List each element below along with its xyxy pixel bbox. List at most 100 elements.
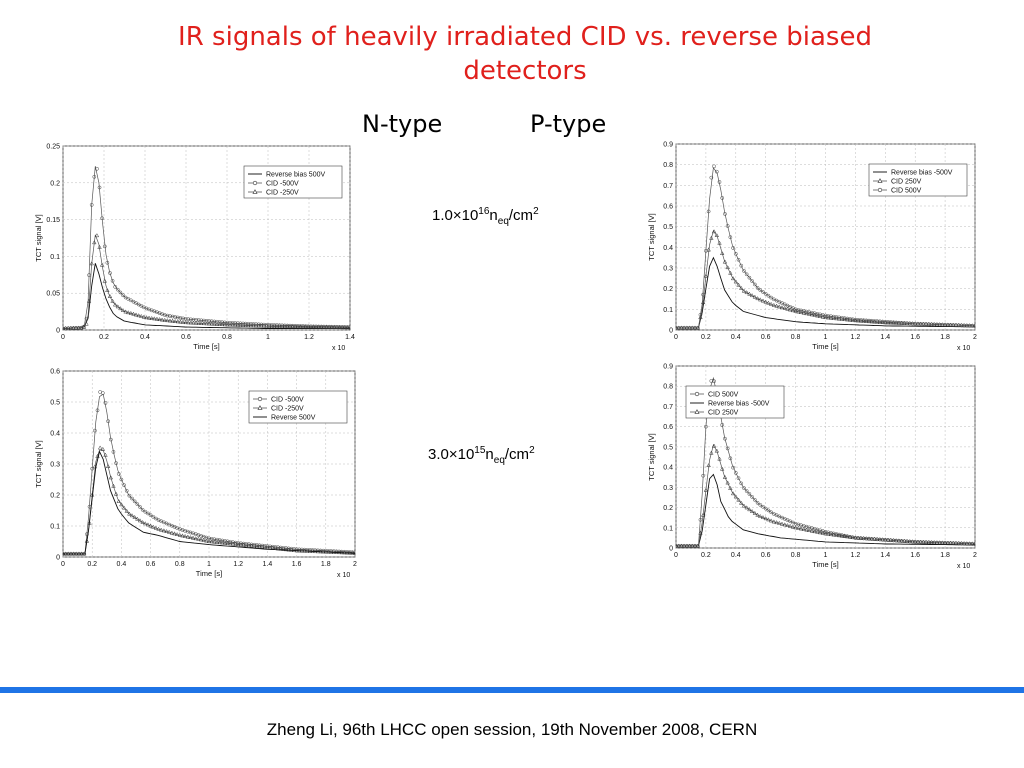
data-point: [111, 450, 116, 454]
data-point: [281, 546, 286, 551]
data-point: [209, 539, 214, 544]
data-point: [790, 524, 796, 529]
data-point: [769, 295, 773, 300]
data-point: [220, 320, 225, 325]
data-point: [222, 320, 227, 325]
data-point: [85, 532, 89, 537]
data-point: [676, 325, 679, 330]
data-point: [736, 257, 741, 262]
data-point: [874, 536, 880, 541]
data-point: [321, 324, 327, 329]
y-tick-label: 0.9: [663, 142, 673, 149]
data-point: [183, 528, 187, 533]
data-point: [929, 322, 934, 327]
data-point: [877, 537, 883, 541]
data-point: [709, 175, 714, 180]
data-point: [806, 528, 812, 532]
chart-svg: 0 0.2 0.4 0.6 0.8 1 1.2 1.4 1.6 1.8 2 0 0.1 0.2 0.3 0.4…: [34, 369, 357, 580]
legend-label: CID 500V: [891, 188, 922, 195]
data-point: [279, 324, 285, 329]
data-point: [744, 272, 749, 277]
data-point: [725, 224, 730, 228]
data-point: [845, 534, 850, 539]
data-point: [193, 320, 199, 325]
series-none: [63, 263, 350, 329]
data-point: [739, 500, 744, 505]
y-tick-label: 0.4: [663, 245, 673, 252]
x-tick-label: 1.8: [321, 561, 331, 568]
data-point: [185, 534, 190, 539]
data-point: [241, 542, 246, 547]
data-point: [298, 324, 303, 329]
data-point: [235, 542, 241, 547]
data-point: [704, 248, 708, 253]
x-axis-multiplier: x 10: [957, 563, 970, 570]
data-point: [771, 519, 777, 524]
data-point: [777, 304, 782, 309]
data-point: [253, 323, 259, 328]
data-point: [127, 511, 132, 516]
data-point: [739, 285, 744, 290]
data-point: [246, 323, 251, 328]
data-point: [108, 437, 113, 442]
data-point: [893, 538, 899, 543]
data-point: [240, 322, 246, 327]
data-point: [817, 313, 823, 318]
x-tick-label: 0.4: [731, 334, 741, 341]
data-point: [782, 305, 787, 310]
data-point: [254, 544, 260, 549]
data-point: [100, 391, 105, 395]
data-point: [774, 303, 779, 308]
data-point: [839, 533, 845, 538]
data-point: [324, 324, 329, 329]
data-point: [749, 508, 755, 513]
data-point: [93, 428, 97, 433]
data-point: [160, 312, 164, 316]
data-point: [940, 540, 945, 545]
data-point: [728, 270, 733, 275]
data-point: [739, 481, 744, 486]
data-point: [766, 517, 771, 522]
y-tick-label: 0: [669, 328, 673, 335]
data-point: [164, 529, 169, 533]
data-point: [741, 288, 747, 293]
data-point: [136, 313, 141, 318]
series-line: [63, 263, 350, 329]
data-point: [698, 315, 703, 320]
x-tick-label: 1.2: [851, 334, 861, 341]
data-point: [113, 491, 119, 496]
data-point: [138, 505, 142, 509]
data-point: [256, 323, 261, 328]
data-point: [937, 322, 942, 327]
y-tick-label: 0.3: [663, 485, 673, 492]
data-point: [782, 522, 787, 527]
data-point: [701, 473, 706, 478]
series-none: [63, 450, 355, 555]
data-point: [303, 324, 308, 329]
data-point: [801, 310, 806, 315]
data-point: [251, 323, 256, 328]
data-point: [183, 320, 188, 325]
data-point: [148, 523, 153, 528]
data-point: [853, 318, 858, 323]
data-point: [202, 318, 206, 323]
data-point: [888, 537, 893, 542]
data-point: [332, 325, 337, 329]
data-point: [752, 282, 757, 287]
y-tick-label: 0.2: [663, 505, 673, 512]
y-tick-label: 0.5: [663, 224, 673, 231]
data-point: [682, 326, 687, 330]
data-point: [967, 323, 972, 328]
data-point: [204, 318, 209, 323]
data-point: [709, 450, 714, 455]
data-point: [225, 539, 230, 544]
data-point: [815, 313, 820, 318]
data-point: [750, 495, 754, 499]
y-tick-label: 0.1: [663, 307, 673, 314]
data-point: [158, 527, 164, 532]
data-point: [831, 314, 836, 319]
x-tick-label: 1.2: [304, 334, 314, 341]
data-point: [861, 318, 866, 323]
data-point: [130, 496, 134, 501]
data-point: [804, 311, 809, 316]
